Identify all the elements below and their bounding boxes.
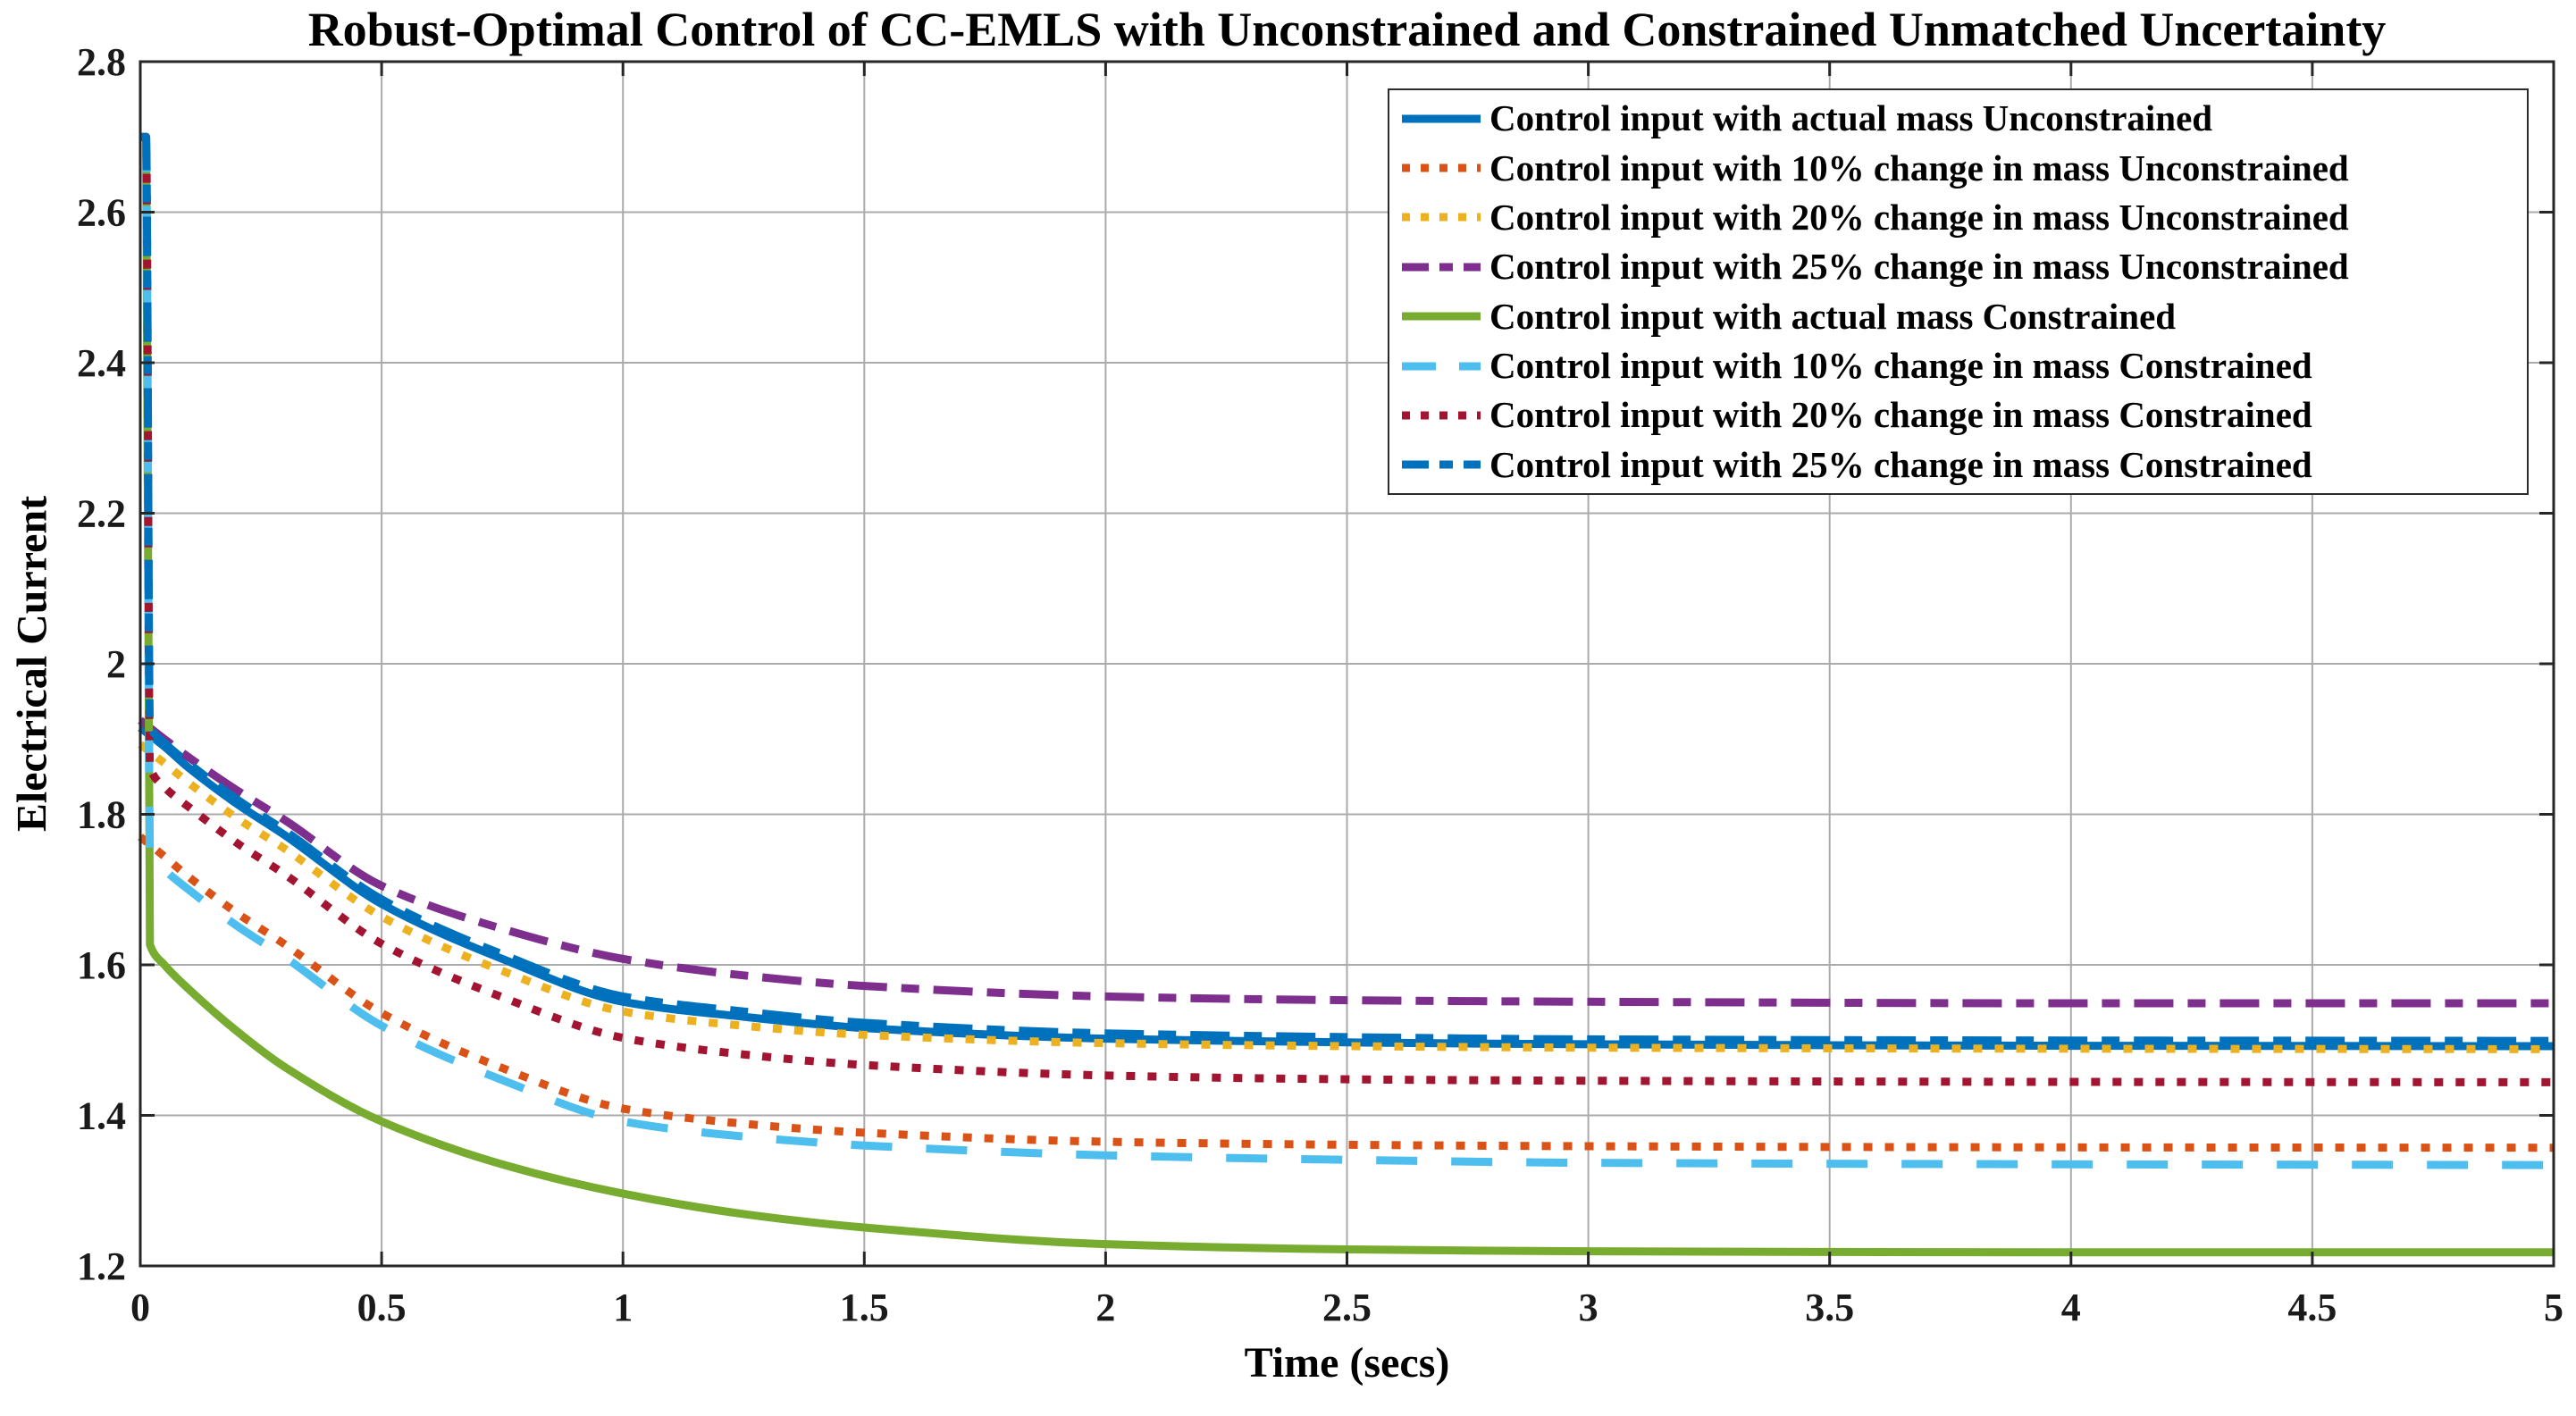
x-tick-label: 3.5 — [1805, 1286, 1854, 1329]
y-tick-label: 1.2 — [77, 1244, 126, 1288]
legend-line-sample — [1402, 460, 1481, 469]
y-tick-label: 1.6 — [77, 943, 126, 987]
y-tick-label: 2.2 — [77, 492, 126, 536]
data-series-3 — [138, 741, 2555, 1053]
legend-item-label: Control input with actual mass Constrain… — [1489, 295, 2177, 337]
y-tick-labels: 1.2 1.4 1.6 1.8 2 2.2 2.4 2.6 2.8 — [77, 40, 126, 1288]
x-axis-label: Time (secs) — [1244, 1339, 1450, 1387]
legend-item: Control input with 25% change in mass Co… — [1402, 441, 2521, 488]
legend-item: Control input with actual mass Unconstra… — [1402, 96, 2521, 142]
x-tick-label: 4.5 — [2287, 1286, 2337, 1329]
y-tick-label: 2.8 — [77, 40, 126, 84]
x-tick-label: 0 — [130, 1286, 150, 1329]
legend-item: Control input with 10% change in mass Co… — [1402, 343, 2521, 390]
data-series-group — [138, 132, 2555, 1257]
x-tick-label: 3 — [1579, 1286, 1598, 1329]
legend-line-sample — [1402, 213, 1481, 222]
legend-item-label: Control input with 25% change in mass Co… — [1489, 443, 2312, 485]
legend-item-label: Control input with 20% change in mass Co… — [1489, 394, 2312, 436]
legend-line-sample — [1402, 163, 1481, 172]
data-series-2 — [138, 834, 2555, 1152]
x-tick-labels: 0 0.5 1 1.5 2 2.5 3 3.5 4 4.5 5 — [130, 1286, 2563, 1329]
legend-item-label: Control input with 20% change in mass Un… — [1489, 196, 2349, 238]
data-series-4 — [138, 716, 2554, 1008]
x-tick-label: 5 — [2544, 1286, 2563, 1329]
legend-line-sample — [1402, 362, 1481, 371]
x-tick-label: 4 — [2061, 1286, 2081, 1329]
tick-marks — [138, 60, 2555, 1268]
legend-item-label: Control input with 10% change in mass Un… — [1489, 147, 2349, 189]
y-tick-label: 2.4 — [77, 341, 126, 385]
legend-item-label: Control input with actual mass Unconstra… — [1489, 97, 2213, 139]
chart-title: Robust-Optimal Control of CC-EMLS with U… — [307, 3, 2387, 56]
y-tick-label: 2.6 — [77, 191, 126, 235]
legend-line-sample — [1402, 312, 1481, 321]
data-series-7 — [139, 132, 2555, 1086]
x-tick-label: 1 — [613, 1286, 633, 1329]
x-tick-label: 0.5 — [357, 1286, 407, 1329]
legend-item: Control input with 10% change in mass Un… — [1402, 145, 2521, 191]
x-tick-label: 2.5 — [1322, 1286, 1372, 1329]
x-tick-label: 2 — [1095, 1286, 1115, 1329]
y-tick-label: 1.4 — [77, 1094, 126, 1138]
legend-item-label: Control input with 25% change in mass Un… — [1489, 246, 2349, 288]
legend-item-label: Control input with 10% change in mass Co… — [1489, 345, 2312, 387]
legend-line-sample — [1402, 411, 1481, 420]
y-tick-label: 2 — [106, 642, 126, 686]
legend-item: Control input with 25% change in mass Un… — [1402, 244, 2521, 290]
y-tick-label: 1.8 — [77, 793, 126, 837]
legend-item: Control input with 20% change in mass Co… — [1402, 392, 2521, 439]
data-series-5 — [139, 132, 2554, 1257]
legend: Control input with actual mass Unconstra… — [1388, 88, 2529, 495]
legend-item: Control input with 20% change in mass Un… — [1402, 194, 2521, 240]
legend-line-sample — [1402, 114, 1481, 123]
legend-line-sample — [1402, 263, 1481, 272]
legend-item: Control input with actual mass Constrain… — [1402, 293, 2521, 339]
data-series-8 — [139, 132, 2555, 1045]
x-tick-label: 1.5 — [840, 1286, 889, 1329]
